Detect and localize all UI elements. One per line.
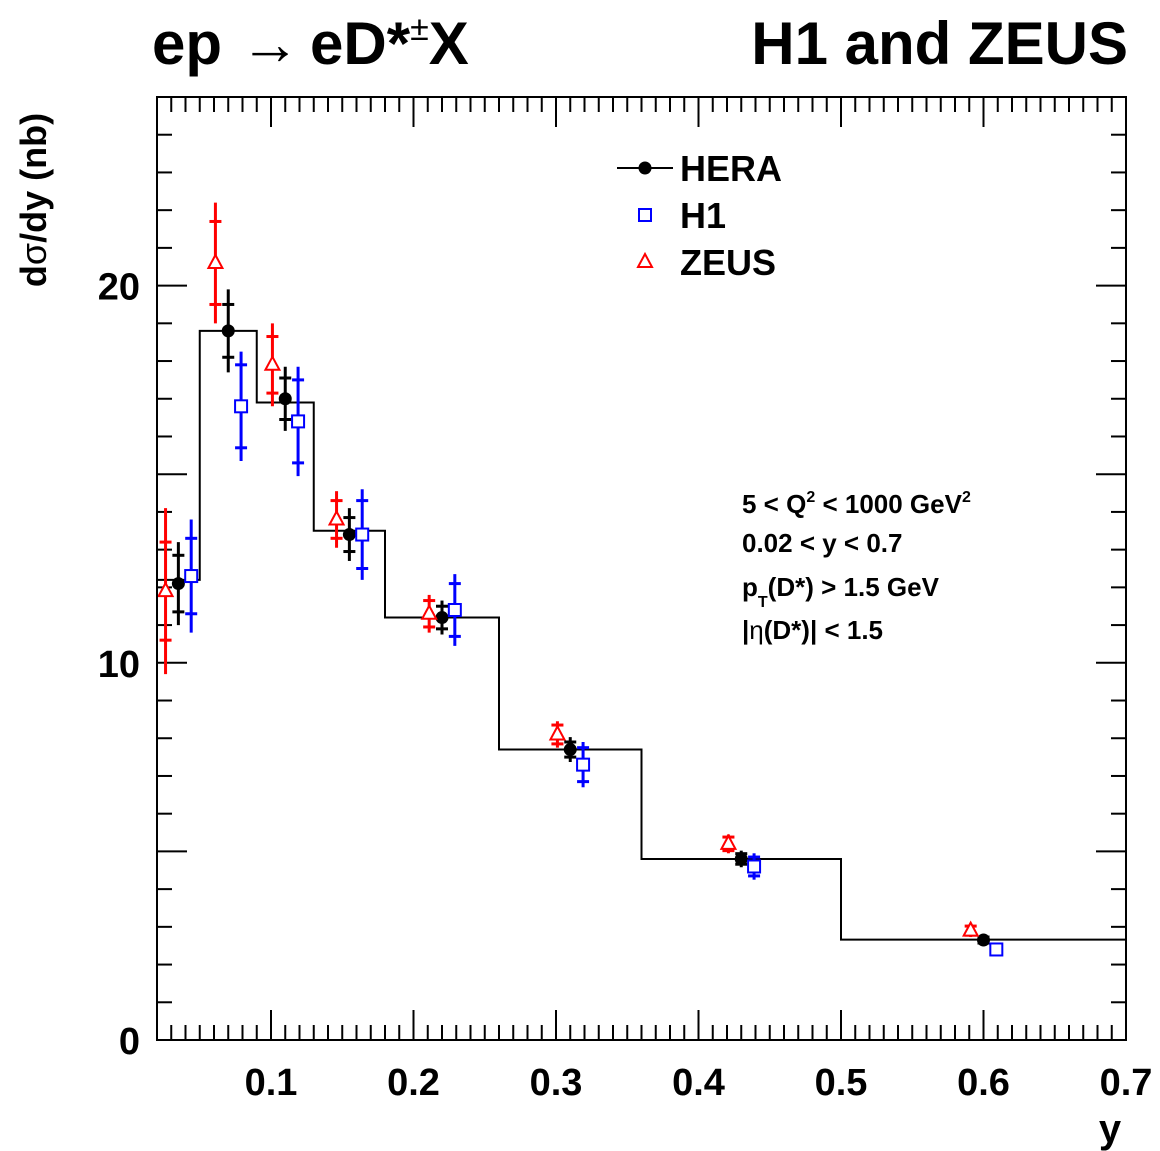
x-tick-label: 0.7: [1100, 1062, 1153, 1104]
data-point-h1: [748, 860, 760, 872]
plot-frame: [157, 97, 1126, 1040]
legend-entry-hera: HERA: [617, 148, 782, 189]
data-point-h1: [449, 604, 461, 616]
x-tick-label: 0.4: [672, 1062, 725, 1104]
legend-label: HERA: [680, 148, 782, 189]
data-point-zeus: [208, 255, 222, 268]
x-tick-label: 0.3: [530, 1062, 583, 1104]
cut-q2: 5 < Q2 < 1000 GeV2: [742, 489, 971, 519]
series-h1: [185, 352, 1002, 956]
data-point-hera: [436, 611, 449, 624]
cut-eta: |η(D*)| < 1.5: [742, 615, 883, 645]
legend: HERA H1 ZEUS: [617, 148, 782, 283]
x-tick-label: 0.6: [957, 1062, 1010, 1104]
data-point-hera: [279, 392, 292, 405]
chart-title-left: ep → eD*±X: [152, 10, 469, 77]
data-point-hera: [343, 528, 356, 541]
data-point-zeus: [265, 357, 279, 370]
data-point-zeus: [550, 726, 564, 739]
data-point-h1: [185, 570, 197, 582]
data-point-zeus: [422, 606, 436, 619]
legend-marker: [639, 209, 651, 221]
data-point-zeus: [964, 923, 978, 936]
data-point-h1: [292, 415, 304, 427]
data-point-hera: [977, 934, 990, 947]
chart-title-right: H1 and ZEUS: [751, 10, 1128, 77]
data-point-h1: [990, 943, 1002, 955]
data-point-zeus: [330, 511, 344, 524]
data-point-hera: [735, 852, 748, 865]
legend-marker: [639, 162, 652, 175]
legend-marker: [638, 254, 652, 267]
data-point-h1: [356, 529, 368, 541]
y-tick-label: 10: [98, 644, 140, 686]
data-point-hera: [222, 324, 235, 337]
legend-label: H1: [680, 195, 726, 236]
series-zeus: [159, 203, 978, 937]
data-point-hera: [564, 743, 577, 756]
data-point-h1: [235, 400, 247, 412]
cuts-annotation: 5 < Q2 < 1000 GeV2 0.02 < y < 0.7 pT(D*)…: [742, 489, 971, 645]
cut-y: 0.02 < y < 0.7: [742, 528, 902, 558]
x-tick-label: 0.1: [245, 1062, 298, 1104]
data-point-zeus: [159, 583, 173, 596]
x-tick-label: 0.5: [815, 1062, 868, 1104]
y-tick-label: 0: [119, 1021, 140, 1063]
y-axis-label: dσ/dy (nb): [13, 113, 54, 287]
cut-pt: pT(D*) > 1.5 GeV: [742, 572, 940, 611]
legend-label: ZEUS: [680, 242, 776, 283]
data-point-h1: [577, 759, 589, 771]
legend-entry-h1: H1: [639, 195, 726, 236]
data-point-hera: [172, 577, 185, 590]
y-tick-label: 20: [98, 267, 140, 309]
x-tick-label: 0.2: [387, 1062, 440, 1104]
legend-entry-zeus: ZEUS: [638, 242, 776, 283]
x-axis-label: y: [1099, 1107, 1122, 1151]
